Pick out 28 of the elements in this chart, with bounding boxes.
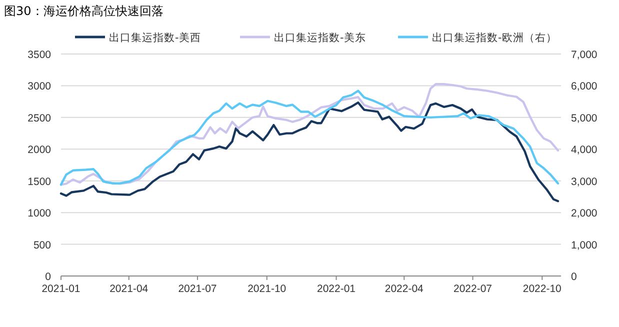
x-tick-label: 2021-07 xyxy=(178,283,217,295)
y-tick-label: 2500 xyxy=(28,112,52,124)
x-tick-label: 2022-10 xyxy=(522,283,562,295)
x-tick-label: 2021-10 xyxy=(248,283,286,295)
y-tick-label: 0 xyxy=(45,271,52,283)
y-tick-label: 2000 xyxy=(28,144,52,156)
legend-label: 出口集运指数-欧洲（右） xyxy=(432,31,557,44)
x-tick-label: 2021-01 xyxy=(42,283,80,295)
y-tick-label: 3000 xyxy=(28,80,52,93)
x-tick-label: 2022-01 xyxy=(316,283,356,295)
x-tick-label: 2022-07 xyxy=(453,283,492,295)
title: 图30：海运价格高位快速回落 xyxy=(4,4,164,18)
y-tick-label: 3500 xyxy=(28,49,52,61)
legend-label: 出口集运指数-美东 xyxy=(274,31,366,44)
y2-tick-label: 0 xyxy=(571,271,577,283)
y2-tick-label: 6,000 xyxy=(571,80,598,93)
y2-tick-label: 1,000 xyxy=(571,239,598,252)
y-tick-label: 1500 xyxy=(28,176,52,188)
legend-label: 出口集运指数-美西 xyxy=(109,31,201,44)
y-tick-label: 500 xyxy=(33,239,52,252)
y2-tick-label: 2,000 xyxy=(571,208,598,220)
y2-tick-label: 4,000 xyxy=(571,144,598,156)
x-tick-label: 2022-04 xyxy=(384,283,424,295)
x-tick-label: 2021-04 xyxy=(110,283,148,295)
y2-tick-label: 3,000 xyxy=(571,176,598,188)
y2-tick-label: 5,000 xyxy=(571,112,598,124)
y2-tick-label: 7,000 xyxy=(571,49,598,61)
y-tick-label: 1000 xyxy=(28,208,52,220)
